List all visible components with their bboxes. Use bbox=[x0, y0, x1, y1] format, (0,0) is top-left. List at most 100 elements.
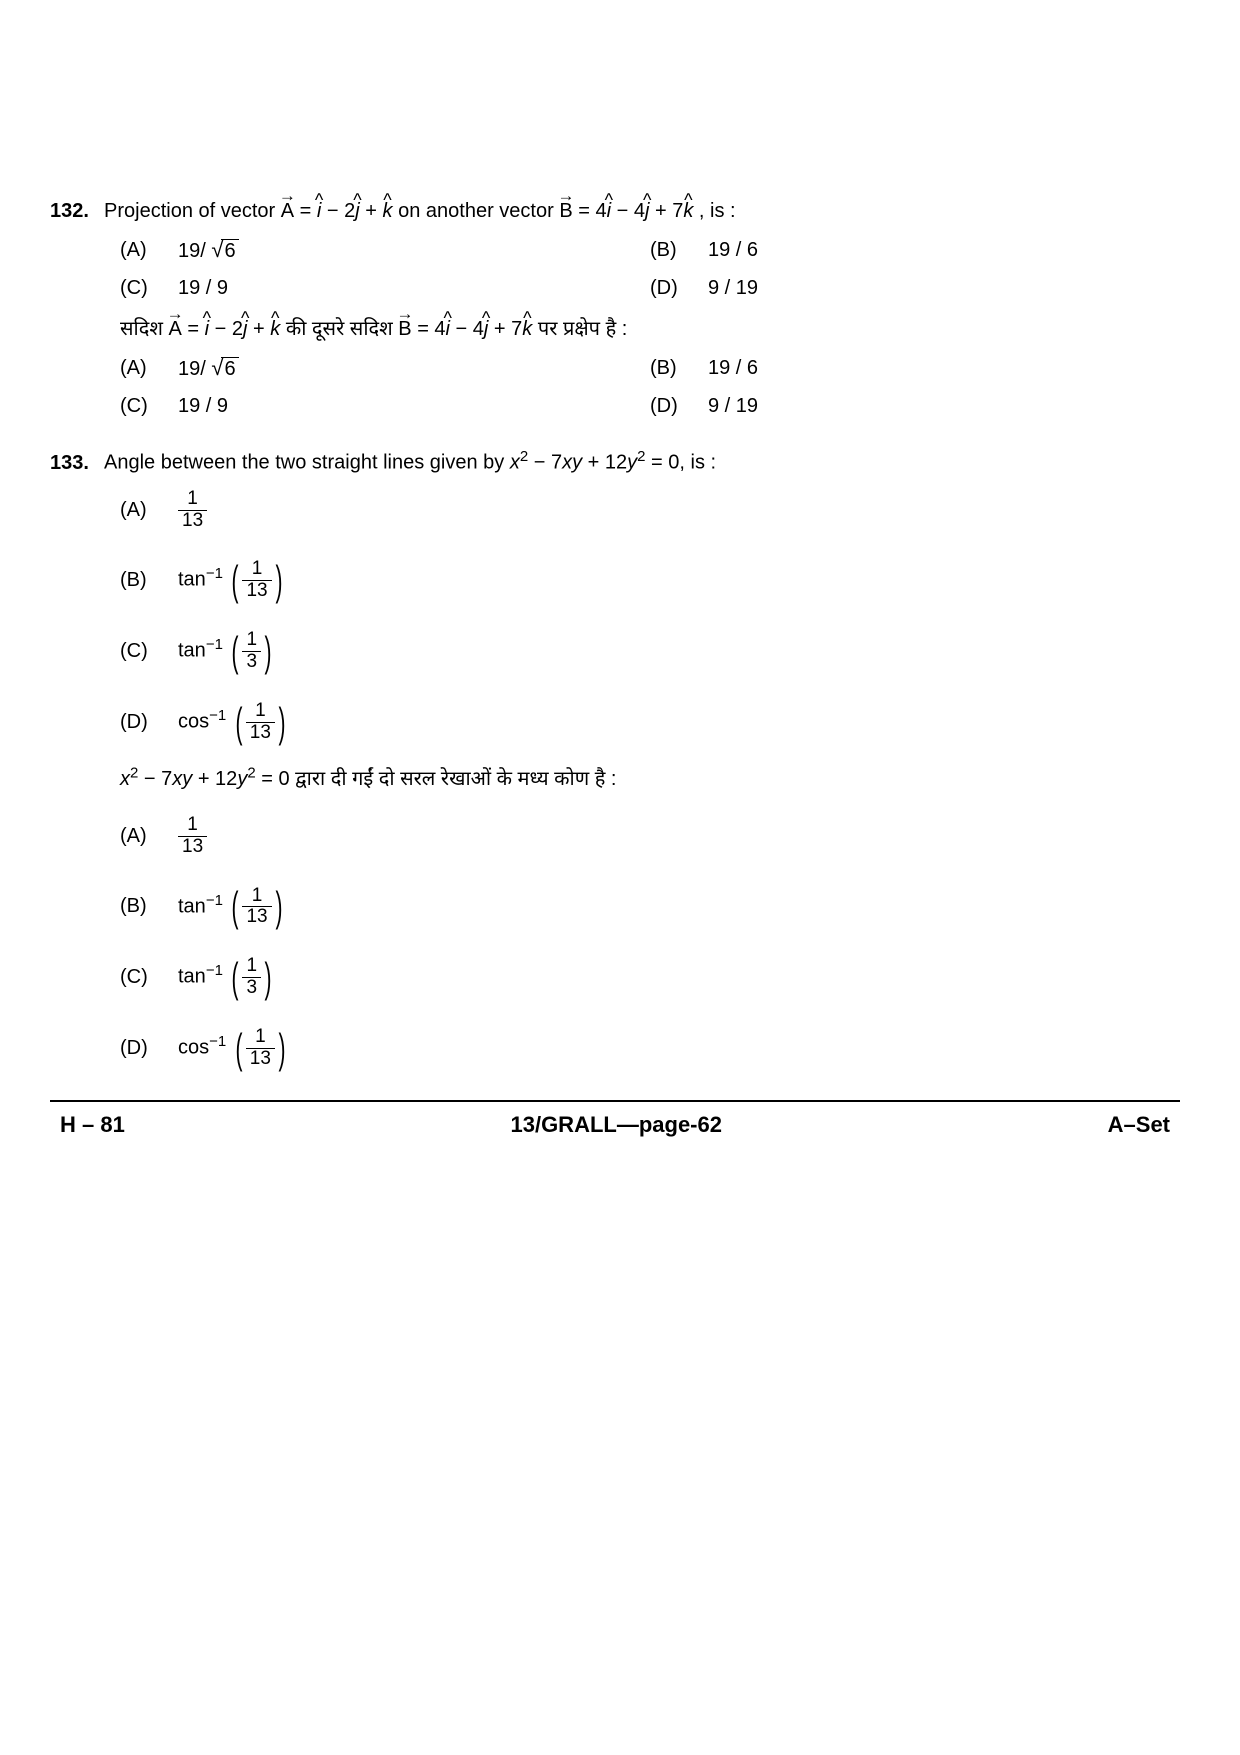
numerator: 1 bbox=[242, 956, 261, 977]
text: की दूसरे सदिश bbox=[286, 318, 398, 340]
option-D: (D) cos−1 ( 1 13 ) bbox=[120, 701, 1180, 744]
option-label: (D) bbox=[120, 711, 160, 734]
options-133-hi: (A) 1 13 (B) tan−1 ( 1 13 ) (C) bbox=[120, 815, 1180, 1070]
option-B: (B) 19 / 6 bbox=[650, 237, 1180, 263]
paren-frac: ( 1 3 ) bbox=[228, 956, 275, 999]
vector-B: B bbox=[398, 318, 411, 341]
option-B: (B) tan−1 ( 1 13 ) bbox=[120, 886, 1180, 929]
numerator: 1 bbox=[251, 701, 270, 722]
numerator: 1 bbox=[248, 886, 267, 907]
option-value: 19 / 9 bbox=[178, 277, 228, 300]
eq: = 0 bbox=[256, 768, 290, 790]
fraction: 1 13 bbox=[178, 815, 207, 858]
lparen-icon: ( bbox=[232, 564, 239, 598]
text: सदिश bbox=[120, 318, 168, 340]
footer-divider bbox=[50, 1100, 1180, 1102]
text: Projection of vector bbox=[104, 200, 281, 222]
option-C: (C) tan−1 ( 1 3 ) bbox=[120, 630, 1180, 673]
option-value: cos−1 ( 1 13 ) bbox=[178, 701, 289, 744]
func: tan bbox=[178, 895, 206, 917]
fraction: 1 13 bbox=[178, 489, 207, 532]
question-133-stem-hi: x2 − 7xy + 12y2 = 0 द्वारा दी गईं दो सरल… bbox=[120, 764, 1180, 791]
question-133-stem-en: 133. Angle between the two straight line… bbox=[50, 448, 1180, 475]
option-label: (C) bbox=[120, 640, 160, 663]
numerator: 1 bbox=[248, 559, 267, 580]
sqrt-arg: 6 bbox=[221, 357, 238, 381]
fraction: 1 13 bbox=[242, 559, 271, 602]
eq: + 12 bbox=[192, 768, 237, 790]
option-D: (D) cos−1 ( 1 13 ) bbox=[120, 1027, 1180, 1070]
vector-A: A bbox=[281, 200, 294, 223]
option-value: 19 / 6 bbox=[708, 239, 758, 262]
footer-left: H – 81 bbox=[60, 1112, 125, 1138]
denominator: 13 bbox=[242, 906, 271, 928]
option-label: (A) bbox=[120, 825, 160, 848]
k-hat: k bbox=[683, 200, 693, 223]
denominator: 13 bbox=[242, 580, 271, 602]
eq: + bbox=[247, 318, 270, 340]
options-133-en: (A) 1 13 (B) tan−1 ( 1 13 ) (C) bbox=[120, 489, 1180, 744]
j-hat: j bbox=[243, 318, 247, 341]
option-value: 19 / 9 bbox=[178, 395, 228, 418]
text: on another vector bbox=[398, 200, 559, 222]
eq: = 4 bbox=[578, 200, 606, 222]
options-132-en: (A) 19/ √6 (B) 19 / 6 (C) 19 / 9 (D) 9 /… bbox=[120, 237, 1180, 300]
paren-frac: ( 1 13 ) bbox=[228, 886, 285, 929]
eq: − 7 bbox=[528, 452, 562, 474]
option-label: (D) bbox=[120, 1037, 160, 1060]
eq: − 7 bbox=[138, 768, 172, 790]
footer-right: A–Set bbox=[1108, 1112, 1170, 1138]
fraction: 1 3 bbox=[242, 630, 261, 673]
func: tan bbox=[178, 640, 206, 662]
question-number: 133. bbox=[50, 452, 104, 475]
k-hat: k bbox=[522, 318, 532, 341]
lparen-icon: ( bbox=[235, 706, 242, 740]
j-hat: j bbox=[645, 200, 649, 223]
option-label: (B) bbox=[650, 357, 690, 380]
option-value: 9 / 19 bbox=[708, 277, 758, 300]
var-xy: xy bbox=[562, 452, 582, 474]
option-label: (C) bbox=[120, 395, 160, 418]
func: cos bbox=[178, 1037, 209, 1059]
denominator: 13 bbox=[246, 722, 275, 744]
i-hat: i bbox=[317, 200, 321, 223]
var-x: x bbox=[510, 452, 520, 474]
exp: −1 bbox=[206, 565, 223, 582]
option-D: (D) 9 / 19 bbox=[650, 277, 1180, 300]
eq: − 2 bbox=[321, 200, 355, 222]
lparen-icon: ( bbox=[232, 961, 239, 995]
rparen-icon: ) bbox=[265, 635, 272, 669]
option-A: (A) 1 13 bbox=[120, 815, 1180, 858]
eq: + 7 bbox=[488, 318, 522, 340]
lparen-icon: ( bbox=[235, 1032, 242, 1066]
func: cos bbox=[178, 711, 209, 733]
option-label: (B) bbox=[650, 239, 690, 262]
numerator: 1 bbox=[183, 489, 202, 510]
eq: − 2 bbox=[209, 318, 243, 340]
denominator: 3 bbox=[242, 651, 261, 673]
exp: 2 bbox=[520, 448, 528, 465]
question-132-stem-en: 132. Projection of vector A = i − 2j + k… bbox=[50, 200, 1180, 223]
text: Angle between the two straight lines giv… bbox=[104, 452, 510, 474]
rparen-icon: ) bbox=[275, 564, 282, 598]
exp: −1 bbox=[209, 1033, 226, 1050]
option-label: (A) bbox=[120, 239, 160, 262]
option-value: 19/ √6 bbox=[178, 237, 239, 263]
option-A: (A) 19/ √6 bbox=[120, 355, 650, 381]
option-label: (A) bbox=[120, 499, 160, 522]
var-xy: xy bbox=[172, 768, 192, 790]
i-hat: i bbox=[446, 318, 450, 341]
option-B: (B) tan−1 ( 1 13 ) bbox=[120, 559, 1180, 602]
question-132-stem-hi: सदिश A = i − 2j + k की दूसरे सदिश B = 4i… bbox=[120, 314, 1180, 341]
option-C: (C) 19 / 9 bbox=[120, 395, 650, 418]
sqrt-arg: 6 bbox=[221, 239, 238, 263]
option-label: (B) bbox=[120, 569, 160, 592]
option-value: cos−1 ( 1 13 ) bbox=[178, 1027, 289, 1070]
option-B: (B) 19 / 6 bbox=[650, 355, 1180, 381]
text: 19/ bbox=[178, 240, 211, 262]
paren-frac: ( 1 3 ) bbox=[228, 630, 275, 673]
rparen-icon: ) bbox=[278, 706, 285, 740]
paren-frac: ( 1 13 ) bbox=[228, 559, 285, 602]
eq: − 4 bbox=[450, 318, 484, 340]
option-label: (C) bbox=[120, 966, 160, 989]
